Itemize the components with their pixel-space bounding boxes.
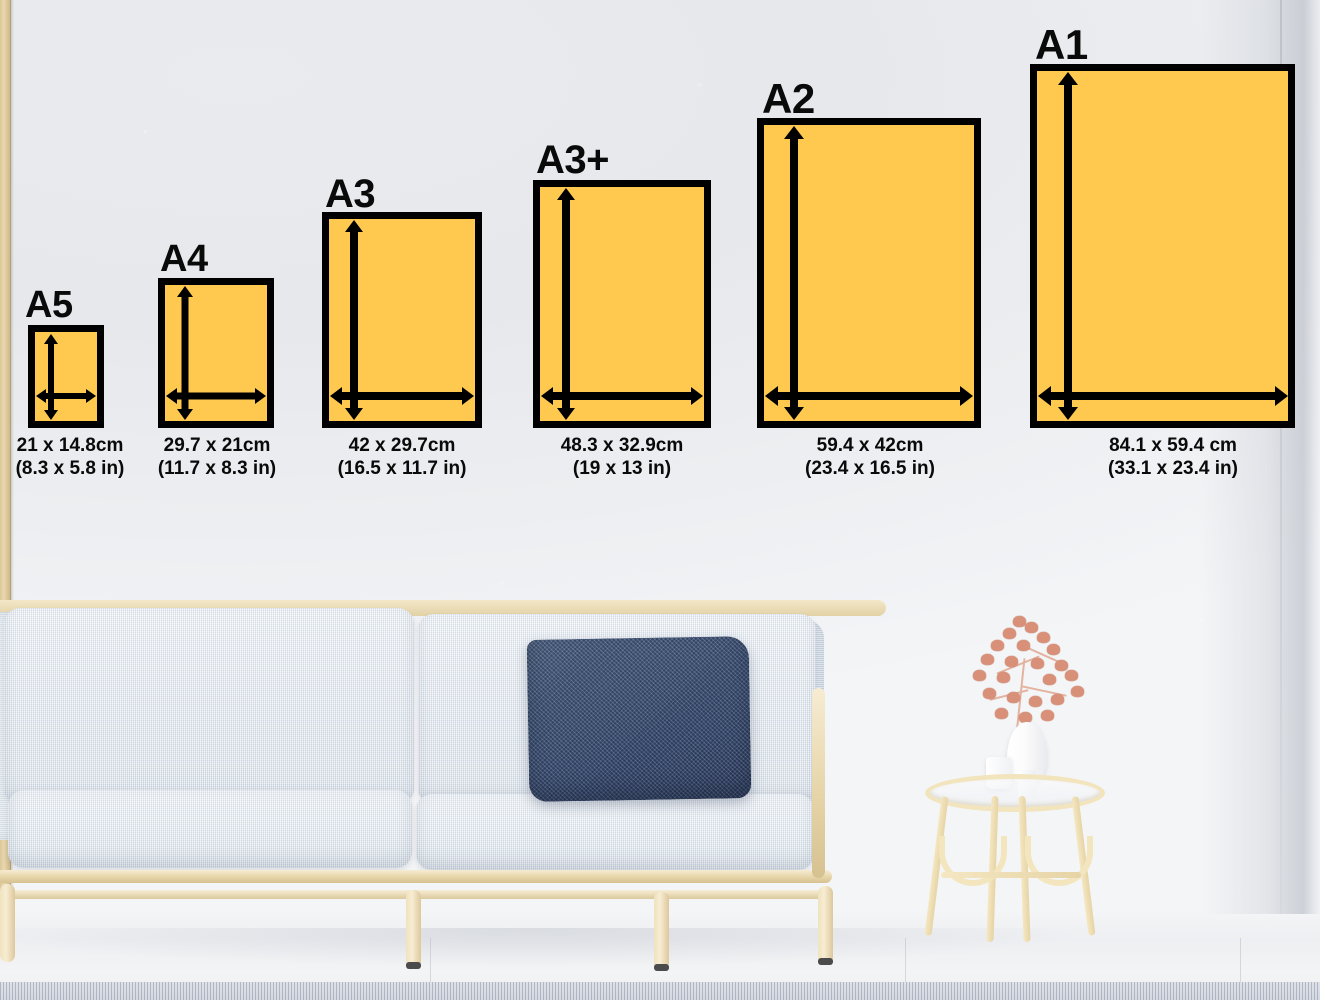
sofa-leg-foot <box>818 958 833 965</box>
height-arrow-a1 <box>1058 72 1078 420</box>
rug <box>0 982 1320 1000</box>
size-rect-a4 <box>158 278 274 428</box>
leaf <box>1047 644 1060 655</box>
size-label-a4: A4 <box>160 238 208 280</box>
leaf <box>1043 674 1056 685</box>
width-arrow-a3plus <box>541 387 703 405</box>
leaf <box>981 654 994 665</box>
side-table <box>924 760 1105 943</box>
floor-seam <box>905 938 906 1000</box>
floor-seam <box>1240 938 1241 1000</box>
sofa-leg <box>406 890 421 968</box>
height-arrow-a4 <box>177 286 193 420</box>
sofa-leg <box>654 892 669 970</box>
caption-cm-a3: 42 x 29.7cm <box>348 435 456 456</box>
size-caption-a4: 29.7 x 21cm (11.7 x 8.3 in) <box>146 434 288 480</box>
width-arrow-a2 <box>765 386 973 406</box>
door-frame-shadow <box>10 0 14 900</box>
caption-in-a4: (11.7 x 8.3 in) <box>157 458 277 480</box>
sofa-seat-cushion-right <box>416 794 814 870</box>
leaf <box>991 640 1004 651</box>
caption-in-a1: (33.1 x 23.4 in) <box>1108 458 1238 480</box>
leaf <box>1037 632 1050 643</box>
side-table-brace <box>939 836 1007 886</box>
size-label-a3plus: A3+ <box>536 138 610 182</box>
dried-foliage-branch <box>955 610 1085 744</box>
leaf <box>973 670 986 681</box>
leaf <box>1025 622 1038 633</box>
size-rect-a5 <box>28 325 104 428</box>
height-arrow-a3plus <box>557 188 575 420</box>
size-rect-a1 <box>1030 64 1295 428</box>
leaf <box>1007 692 1020 703</box>
caption-cm-a4: 29.7 x 21cm <box>163 435 271 456</box>
size-label-a3: A3 <box>325 172 376 216</box>
sofa-back-cushion-left <box>4 608 414 800</box>
leaf <box>1017 640 1030 651</box>
leaf <box>995 708 1008 719</box>
leaf <box>1029 696 1042 707</box>
width-arrow-a1 <box>1038 386 1288 406</box>
caption-in-a3: (16.5 x 11.7 in) <box>337 458 467 480</box>
sofa-arm-post-right <box>812 688 825 878</box>
leaf <box>1065 670 1078 681</box>
caption-in-a2: (23.4 x 16.5 in) <box>805 458 935 480</box>
sofa-leg <box>818 886 833 964</box>
caption-cm-a1: 84.1 x 59.4 cm <box>1109 435 1237 456</box>
size-label-a5: A5 <box>25 284 73 326</box>
caption-in-a3plus: (19 x 13 in) <box>572 458 672 480</box>
leaf <box>1071 686 1084 697</box>
size-caption-a3plus: 48.3 x 32.9cm (19 x 13 in) <box>527 434 717 480</box>
width-arrow-a3 <box>330 387 474 405</box>
caption-cm-a2: 59.4 x 42cm <box>816 435 924 456</box>
size-caption-a3: 42 x 29.7cm (16.5 x 11.7 in) <box>322 434 482 480</box>
leaf <box>1041 710 1054 721</box>
throw-pillow <box>526 636 752 802</box>
caption-cm-a3plus: 48.3 x 32.9cm <box>560 435 684 456</box>
height-arrow-a5 <box>44 334 58 420</box>
sofa <box>0 598 891 971</box>
leaf <box>1019 712 1032 723</box>
leaf <box>983 688 996 699</box>
size-label-a2: A2 <box>762 75 815 122</box>
leaf <box>1055 660 1068 671</box>
wall-corner-edge <box>1280 0 1282 940</box>
leaf <box>1031 658 1044 669</box>
size-caption-a2: 59.4 x 42cm (23.4 x 16.5 in) <box>775 434 965 480</box>
leaf <box>1051 694 1064 705</box>
size-caption-a5: 21 x 14.8cm (8.3 x 5.8 in) <box>0 434 140 480</box>
sofa-leg-foot <box>406 962 421 969</box>
leaf <box>1013 616 1026 627</box>
sofa-leg-foot <box>654 964 669 971</box>
height-arrow-a3 <box>345 220 363 420</box>
height-arrow-a2 <box>784 126 804 420</box>
side-table-stretcher <box>941 872 1081 878</box>
leaf <box>1005 656 1018 667</box>
floor-seam <box>430 938 431 1000</box>
caption-in-a5: (8.3 x 5.8 in) <box>15 458 125 480</box>
leaf <box>1003 628 1016 639</box>
leaf <box>997 672 1010 683</box>
width-arrow-a5 <box>36 389 96 403</box>
sofa-seat-cushion-left <box>8 790 412 868</box>
caption-cm-a5: 21 x 14.8cm <box>16 435 124 456</box>
sofa-front-rail <box>0 870 832 883</box>
sofa-leg <box>0 884 15 962</box>
size-label-a1: A1 <box>1035 21 1088 68</box>
print-size-chart: A5 21 x 14.8cm (8.3 x 5.8 in) A4 <box>0 21 1295 480</box>
size-caption-a1: 84.1 x 59.4 cm (33.1 x 23.4 in) <box>1070 434 1276 480</box>
width-arrow-a4 <box>166 388 266 404</box>
door-frame-strip <box>0 0 11 900</box>
side-table-brace <box>1025 836 1093 886</box>
